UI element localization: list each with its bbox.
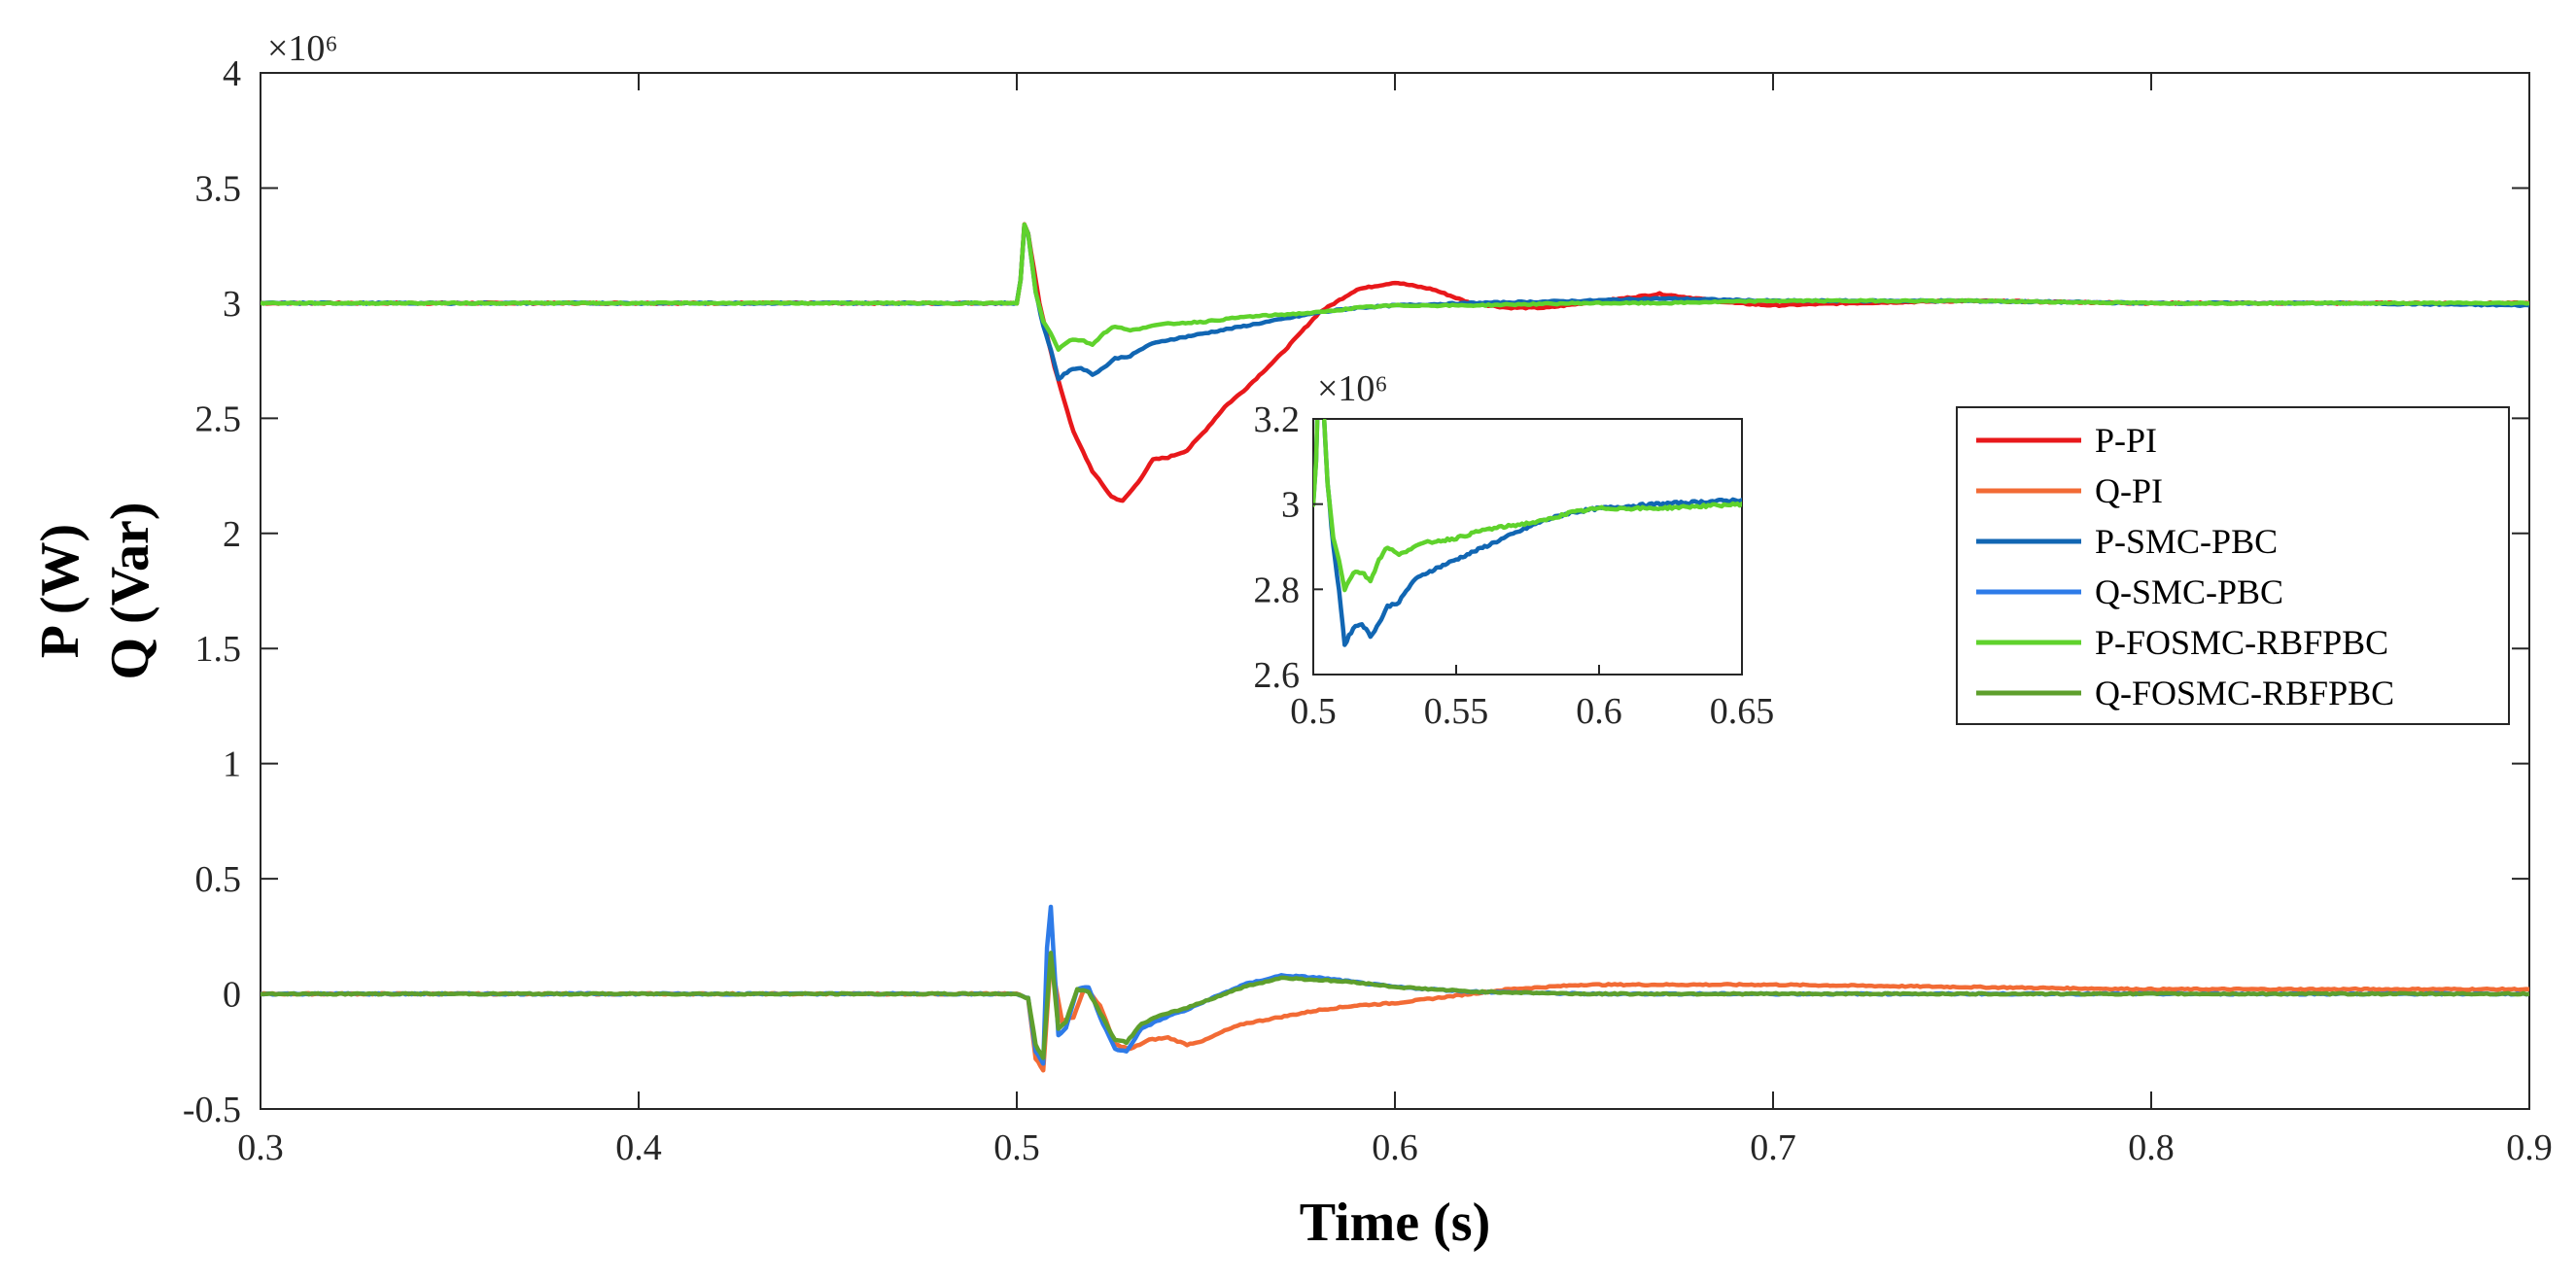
y-axis-ticks: -0.5 0 0.5 1 1.5 2 2.5 3 3.5 4 <box>183 53 2529 1130</box>
y-tick-label: 3 <box>223 284 241 325</box>
inset-chart: 0.5 0.55 0.6 0.65 2.6 2.8 3 3.2 ×10⁶ <box>1254 368 1775 732</box>
inset-y-exponent-label: ×10⁶ <box>1317 368 1388 409</box>
x-tick-label: 0.8 <box>2128 1127 2175 1168</box>
inset-x-axis-ticks: 0.5 0.55 0.6 0.65 <box>1290 665 1774 732</box>
inset-y-tick-label: 3.2 <box>1254 399 1301 440</box>
y-tick-label: 3.5 <box>195 168 242 209</box>
legend-label-q-smc-pbc: Q-SMC-PBC <box>2095 572 2283 611</box>
y-tick-label: 0 <box>223 975 241 1016</box>
y-tick-label: 2 <box>223 514 241 555</box>
x-tick-label: 0.6 <box>1372 1127 1418 1168</box>
inset-series-lines <box>1313 419 1742 647</box>
x-tick-label: 0.3 <box>237 1127 284 1168</box>
inset-series-line-p-fosmc-rbfpbc <box>1313 419 1742 593</box>
y-tick-label: 4 <box>223 53 241 94</box>
legend-label-p-pi: P-PI <box>2095 421 2157 460</box>
x-tick-label: 0.5 <box>993 1127 1040 1168</box>
y-axis-title-line2: Q (Var) <box>100 502 160 679</box>
legend-label-p-fosmc-rbfpbc: P-FOSMC-RBFPBC <box>2095 623 2388 662</box>
series-line-p-fosmc-rbfpbc <box>261 222 2529 352</box>
series-lines <box>261 222 2529 1073</box>
y-tick-label: 1 <box>223 745 241 785</box>
y-tick-label: 1.5 <box>195 629 242 670</box>
x-tick-label: 0.4 <box>615 1127 662 1168</box>
x-axis-title: Time (s) <box>1300 1193 1491 1253</box>
inset-y-tick-label: 2.8 <box>1254 570 1301 610</box>
inset-x-tick-label: 0.6 <box>1576 691 1622 732</box>
inset-plot-area <box>1312 418 1743 676</box>
legend: P-PI Q-PI P-SMC-PBC Q-SMC-PBC P-FOSMC-RBFPBC… <box>1956 406 2510 725</box>
inset-series-line-p-smc-pbc <box>1313 419 1742 647</box>
y-exponent-label: ×10⁶ <box>267 28 338 69</box>
inset-x-tick-label: 0.55 <box>1424 691 1489 732</box>
inset-y-tick-label: 3 <box>1281 485 1300 526</box>
inset-y-tick-label: 2.6 <box>1254 655 1301 696</box>
y-tick-label: 2.5 <box>195 398 242 439</box>
inset-x-tick-label: 0.5 <box>1290 691 1337 732</box>
legend-label-q-pi: Q-PI <box>2095 471 2163 510</box>
inset-x-tick-label: 0.65 <box>1710 691 1775 732</box>
y-axis-title: P (W) Q (Var) <box>30 502 160 679</box>
x-axis-ticks: 0.3 0.4 0.5 0.6 0.7 0.8 0.9 <box>237 73 2553 1168</box>
series-line-q-fosmc-rbfpbc <box>261 951 2529 1060</box>
y-axis-title-line1: P (W) <box>30 524 90 658</box>
y-tick-label: -0.5 <box>183 1090 241 1130</box>
inset-y-axis-ticks: 2.6 2.8 3 3.2 <box>1254 399 1323 696</box>
legend-box <box>1956 406 2510 725</box>
x-tick-label: 0.9 <box>2506 1127 2553 1168</box>
y-tick-label: 0.5 <box>195 859 242 900</box>
legend-label-p-smc-pbc: P-SMC-PBC <box>2095 522 2278 561</box>
x-tick-label: 0.7 <box>1750 1127 1796 1168</box>
legend-label-q-fosmc-rbfpbc: Q-FOSMC-RBFPBC <box>2095 674 2394 712</box>
